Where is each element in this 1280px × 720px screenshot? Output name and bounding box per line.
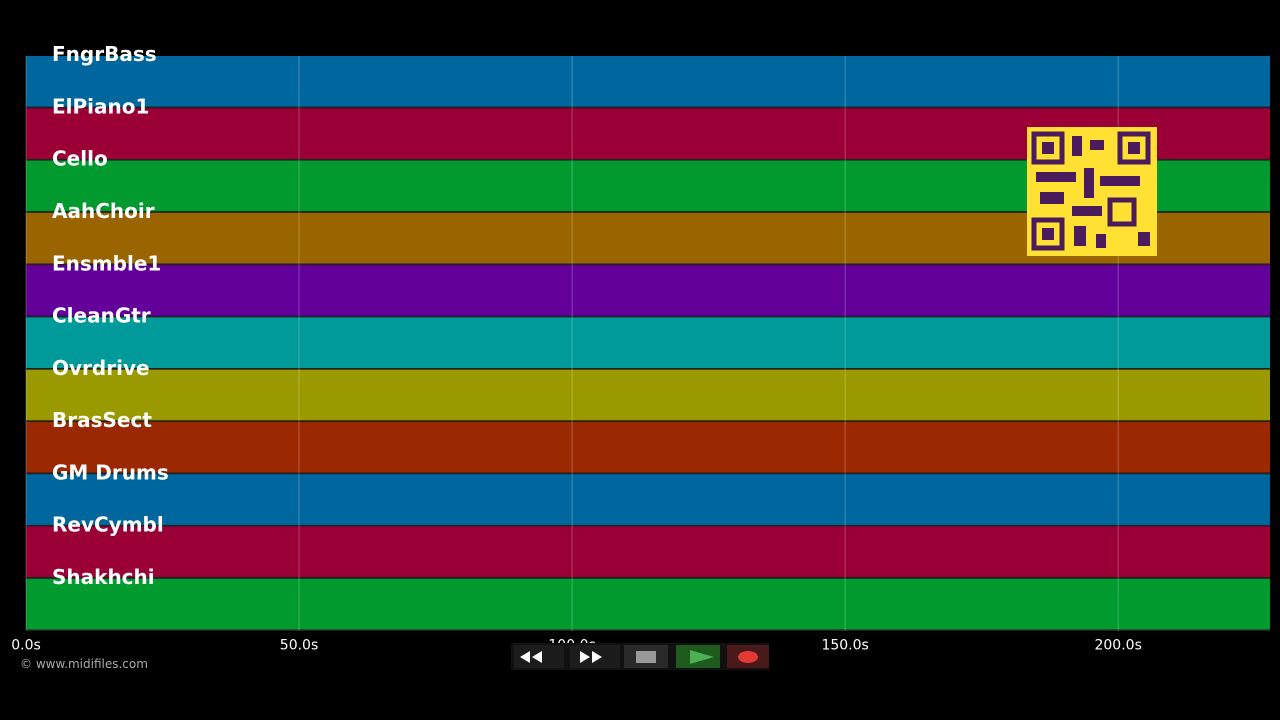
track-lane [26,421,1270,473]
track-name: Cello [52,147,108,171]
record-button[interactable] [727,645,769,668]
copyright: © www.midifiles.com [20,657,148,671]
track-lane [26,474,1270,525]
track-lane [26,56,1270,107]
track-lane [26,526,1270,578]
lanes: FngrBass ElPiano1 Cello AahChoir Ensmble1 Cle… [26,42,1270,631]
track-name: RevCymbl [52,513,164,537]
play-button[interactable] [676,645,720,668]
forward-button[interactable] [570,645,620,668]
track-lane [26,369,1270,421]
track-name: Ovrdrive [52,356,150,380]
track-name: BrasSect [52,408,152,432]
track-name: Ensmble1 [52,251,161,275]
track-name: GM Drums [52,460,169,484]
track-lane [26,317,1270,369]
qr-code [1027,127,1157,256]
x-tick-label: 150.0s [821,638,868,654]
track-lane [26,578,1270,630]
transport-controls [511,643,769,670]
track-name: CleanGtr [52,304,151,328]
x-tick-label: 200.0s [1094,638,1141,654]
track-name: Shakhchi [52,565,155,589]
track-name: FngrBass [52,42,157,66]
track-name: ElPiano1 [52,94,149,118]
x-tick-label: 0.0s [11,638,41,654]
track-lane [26,265,1270,316]
stop-button[interactable] [624,645,668,668]
x-tick-label: 50.0s [280,638,318,654]
rewind-button[interactable] [514,645,564,668]
track-name: AahChoir [52,199,155,223]
